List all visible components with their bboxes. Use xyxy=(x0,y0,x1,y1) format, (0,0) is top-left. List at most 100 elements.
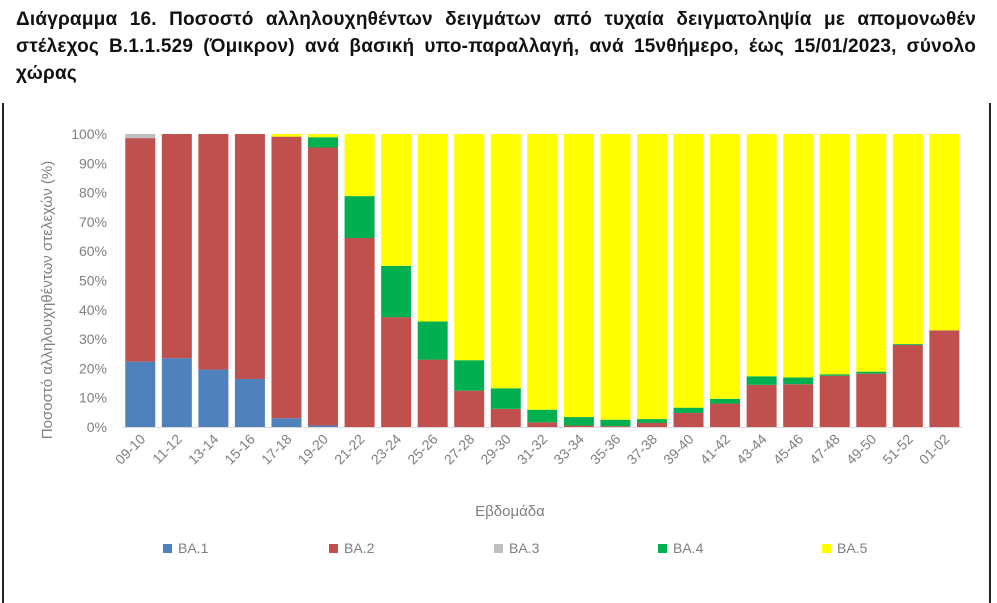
bar-segment-ba2-01-02 xyxy=(929,330,960,427)
bar-segment-ba5-17-18 xyxy=(271,134,302,137)
bar-segment-ba5-41-42 xyxy=(710,134,741,399)
legend-swatch-ba1 xyxy=(163,544,172,553)
bar-segment-ba5-47-48 xyxy=(819,134,850,375)
bar-segment-ba2-35-36 xyxy=(600,426,631,427)
y-tick-label: 50% xyxy=(79,273,107,289)
chart-title: Διάγραμμα 16. Ποσοστό αλληλουχηθέντων δε… xyxy=(16,9,976,84)
bar-segment-ba2-29-30 xyxy=(490,408,521,427)
bar-segment-ba1-19-20 xyxy=(308,425,339,427)
bar-segment-ba2-37-38 xyxy=(636,422,667,427)
bar-segment-ba2-25-26 xyxy=(417,359,448,427)
x-tick-label: 29-30 xyxy=(477,431,514,468)
legend-label: BA.4 xyxy=(673,540,704,556)
bar-segment-ba2-19-20 xyxy=(308,147,339,426)
x-tick-label: 39-40 xyxy=(660,431,697,468)
x-tick-label: 09-10 xyxy=(112,431,149,468)
y-tick-label: 100% xyxy=(71,126,107,142)
bar-segment-ba1-15-16 xyxy=(234,378,265,427)
bar-segment-ba2-15-16 xyxy=(234,134,265,379)
x-tick-label: 21-22 xyxy=(331,431,368,468)
x-tick-label: 47-48 xyxy=(806,431,843,468)
bar-segment-ba5-49-50 xyxy=(856,134,887,372)
bar-segment-ba5-01-02 xyxy=(929,134,960,331)
y-tick-label: 40% xyxy=(79,302,107,318)
bar-segment-ba5-39-40 xyxy=(673,134,704,408)
x-tick-label: 17-18 xyxy=(258,431,295,468)
bar-segment-ba2-17-18 xyxy=(271,136,302,419)
bar-segment-ba5-21-22 xyxy=(344,134,375,197)
bar-segment-ba4-19-20 xyxy=(308,137,339,148)
x-tick-label: 45-46 xyxy=(770,431,807,468)
stacked-bar-chart: 0%10%20%30%40%50%60%70%80%90%100% 09-10 1… xyxy=(39,126,963,556)
bar-segment-ba5-45-46 xyxy=(783,134,814,378)
legend-swatch-ba4 xyxy=(658,544,667,553)
legend-swatch-ba5 xyxy=(822,544,831,553)
bar-segment-ba5-37-38 xyxy=(636,134,667,420)
bar-segment-ba4-21-22 xyxy=(344,196,375,239)
x-tick-label: 13-14 xyxy=(185,431,222,468)
bar-segment-ba5-31-32 xyxy=(527,134,558,410)
legend-label: BA.1 xyxy=(178,540,209,556)
bar-segment-ba4-27-28 xyxy=(454,360,485,391)
legend-label: BA.3 xyxy=(509,540,540,556)
bar-segment-ba3-09-10 xyxy=(125,134,156,139)
legend-label: BA.2 xyxy=(344,540,375,556)
bar-segment-ba1-11-12 xyxy=(161,358,192,427)
legend-label: BA.5 xyxy=(837,540,868,556)
bar-segment-ba5-43-44 xyxy=(746,134,777,377)
bar-segment-ba5-51-52 xyxy=(892,134,923,345)
x-tick-label: 27-28 xyxy=(441,431,478,468)
x-tick-label: 41-42 xyxy=(697,431,734,468)
y-tick-label: 10% xyxy=(79,390,107,406)
bar-segment-ba4-29-30 xyxy=(490,388,521,409)
bar-segment-ba2-41-42 xyxy=(710,403,741,427)
bar-segment-ba2-47-48 xyxy=(819,375,850,427)
bar-segment-ba1-17-18 xyxy=(271,418,302,427)
bar-segment-ba2-21-22 xyxy=(344,238,375,427)
legend-swatch-ba3 xyxy=(494,544,503,553)
bar-segment-ba2-31-32 xyxy=(527,422,558,427)
bar-segment-ba4-41-42 xyxy=(710,398,741,404)
y-tick-label: 60% xyxy=(79,243,107,259)
bar-segment-ba2-09-10 xyxy=(125,138,156,362)
x-tick-label: 25-26 xyxy=(404,431,441,468)
bar-segment-ba5-27-28 xyxy=(454,134,485,361)
bar-segment-ba4-43-44 xyxy=(746,376,777,385)
bar-segment-ba5-19-20 xyxy=(308,134,339,138)
bar-segment-ba2-43-44 xyxy=(746,384,777,427)
bar-segment-ba2-49-50 xyxy=(856,373,887,427)
x-tick-label: 01-02 xyxy=(916,431,953,468)
page-frame xyxy=(2,103,991,603)
y-tick-label: 70% xyxy=(79,214,107,230)
bar-segment-ba4-35-36 xyxy=(600,419,631,427)
x-tick-label: 15-16 xyxy=(221,431,258,468)
bar-segment-ba4-45-46 xyxy=(783,377,814,385)
bar-segment-ba4-51-52 xyxy=(892,344,923,345)
bar-segment-ba5-29-30 xyxy=(490,134,521,389)
bar-segment-ba4-49-50 xyxy=(856,371,887,374)
bar-segment-ba4-33-34 xyxy=(563,417,594,426)
bar-segment-ba2-23-24 xyxy=(381,317,412,427)
y-tick-label: 0% xyxy=(87,419,107,435)
bar-segment-ba4-25-26 xyxy=(417,321,448,360)
bar-segment-ba1-13-14 xyxy=(198,369,229,427)
y-tick-label: 20% xyxy=(79,360,107,376)
bar-segment-ba4-39-40 xyxy=(673,407,704,413)
bar-segment-ba2-39-40 xyxy=(673,412,704,427)
bar-segment-ba2-45-46 xyxy=(783,384,814,427)
x-axis-label: Εβδομάδα xyxy=(475,503,545,520)
x-tick-label: 19-20 xyxy=(295,431,332,468)
y-tick-label: 30% xyxy=(79,331,107,347)
x-tick-label: 11-12 xyxy=(149,431,185,467)
x-tick-label: 51-52 xyxy=(879,431,916,468)
bar-segment-ba5-23-24 xyxy=(381,134,412,266)
x-tick-label: 35-36 xyxy=(587,431,624,468)
bar-segment-ba4-47-48 xyxy=(819,374,850,376)
bar-segment-ba1-09-10 xyxy=(125,361,156,427)
bar-segment-ba2-11-12 xyxy=(161,134,192,359)
x-tick-label: 31-32 xyxy=(514,431,551,468)
x-tick-label: 23-24 xyxy=(368,431,405,468)
y-axis-label: Ποσοστό αλληλουχηθέντων στελεχών (%) xyxy=(39,161,56,439)
bar-segment-ba2-27-28 xyxy=(454,390,485,427)
bar-segment-ba2-51-52 xyxy=(892,344,923,427)
